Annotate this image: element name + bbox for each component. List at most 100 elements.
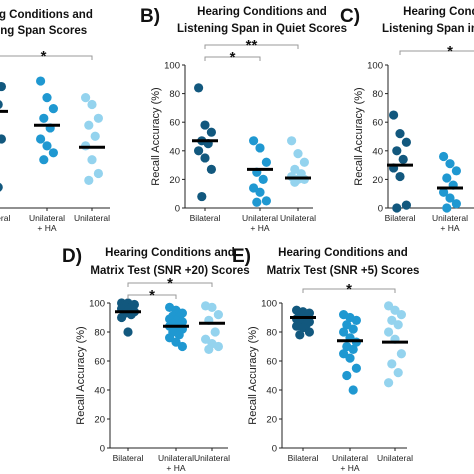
x-tick-label: + HA [166,463,185,473]
data-point [200,153,210,163]
x-tick-label: Bilateral [385,213,416,223]
significance-bracket [0,55,93,60]
data-point [42,141,52,151]
data-point [348,344,358,354]
chart-title-line-2: Reading Span Scores [0,25,87,37]
chart-title-line-1: Hearing Conditions and [278,247,408,259]
data-point [177,341,187,352]
data-point [442,173,452,183]
significance-marker: ** [246,37,258,54]
chart-title-line-1: Hearing Conditions and [0,9,93,21]
x-tick-label: Bilateral [288,453,319,463]
significance-marker: * [447,43,453,60]
data-point [393,320,403,330]
panel-label: B) [140,6,160,27]
significance-bracket [302,288,396,293]
y-axis-label: Recall Accuracy (%) [353,87,365,185]
significance-bracket [127,294,177,299]
data-point [210,327,220,337]
data-point [348,324,358,334]
data-point [117,312,127,323]
panel-label: C) [340,6,360,27]
data-point [442,203,452,213]
data-point [84,175,94,185]
x-tick-label: + HA [37,223,56,233]
y-tick-label: 0 [100,444,105,455]
y-tick-label: 60 [94,357,105,368]
data-point [451,166,461,176]
data-point [39,155,49,165]
y-tick-label: 20 [169,175,180,186]
data-point [252,197,262,207]
data-point [293,149,303,159]
y-tick-label: 80 [169,89,180,100]
y-tick-label: 20 [372,175,383,186]
y-tick-label: 0 [175,204,180,215]
data-point [206,127,216,137]
chart-title-line-1: Hearing Conditions and [197,6,327,18]
data-point [90,131,100,141]
data-point [206,164,216,174]
data-point [48,104,59,114]
data-point [48,148,59,158]
data-point [339,327,349,337]
data-point [445,193,455,203]
x-tick-label: Unilateral [158,453,194,463]
significance-bracket [127,282,213,287]
data-point [439,187,449,197]
data-point [261,157,271,167]
chart-title-line-2: Matrix Test (SNR +5) Scores [267,265,420,277]
x-tick-label: Bilateral [190,213,221,223]
x-tick-label: + HA [440,223,459,233]
x-tick-label: Unilateral [74,213,110,223]
data-point [395,129,405,139]
data-point [194,146,204,156]
data-point [207,302,217,312]
y-tick-label: 40 [266,386,277,397]
x-tick-label: Bilateral [0,213,10,223]
data-point [81,93,91,103]
chart-title-line-1: Hearing Conditions and [403,6,474,18]
data-point [255,143,265,153]
data-point [351,363,361,373]
panel-label: E) [232,246,251,267]
y-tick-label: 40 [169,146,180,157]
data-point [197,191,207,202]
y-tick-label: 100 [261,299,277,310]
data-point [299,157,309,167]
y-tick-label: 40 [94,386,105,397]
data-point [87,99,97,110]
x-tick-label: Bilateral [113,453,144,463]
data-point [213,310,223,320]
significance-marker: * [167,275,173,292]
y-tick-label: 60 [266,357,277,368]
data-point [0,183,3,192]
data-point [348,385,358,395]
y-axis-label: Recall Accuracy (%) [75,326,87,424]
chart-panel-3: C) Hearing Conditions and Listening Span i… [340,6,474,233]
chart-panel-5: E) Hearing Conditions and Matrix Test (SNR… [232,246,419,473]
data-point [351,315,361,325]
data-point [261,196,271,206]
significance-bracket [204,44,299,49]
significance-bracket [204,56,261,61]
y-tick-label: 80 [94,328,105,339]
significance-marker: * [41,48,47,65]
data-point [213,341,223,352]
x-tick-label: Unilateral [332,453,368,463]
y-axis-label: Recall Accuracy (%) [150,87,162,185]
data-point [342,370,352,381]
y-tick-label: 80 [372,89,383,100]
x-tick-label: + HA [250,223,269,233]
chart-title-line-1: Hearing Conditions and [105,247,235,259]
y-tick-label: 20 [94,415,105,426]
data-point [287,136,297,146]
data-point [174,330,184,340]
panel-label: D) [62,246,82,267]
y-tick-label: 60 [372,118,383,129]
y-tick-label: 80 [266,328,277,339]
data-point [392,146,402,156]
x-tick-label: Unilateral [280,213,316,223]
y-tick-label: 100 [164,61,180,72]
